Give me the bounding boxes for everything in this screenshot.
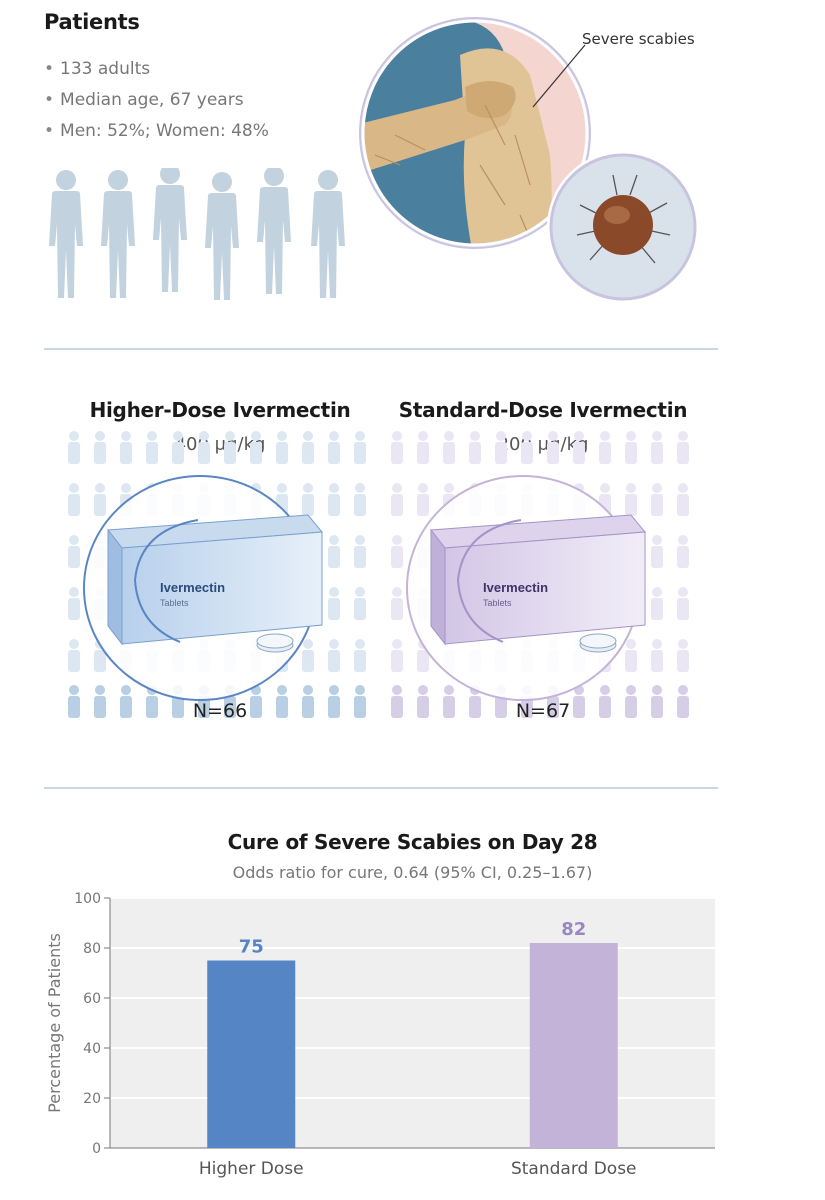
y-tick-label: 100 <box>74 891 101 907</box>
chart-title: Cure of Severe Scabies on Day 28 <box>227 830 598 854</box>
arm-higher-dose: 400 μg/kg <box>174 434 266 455</box>
y-tick-label: 40 <box>83 1041 101 1057</box>
arm-higher-title: Higher-Dose Ivermectin <box>89 398 351 422</box>
scabies-label: Severe scabies <box>582 30 695 48</box>
bar-value-label: 75 <box>239 937 264 958</box>
standard-box-sub: Tablets <box>483 598 512 608</box>
cure-bar-chart: 0 20 40 60 80 100 75 82 Higher Dose Standard Do… <box>45 891 715 1179</box>
y-axis-label: Percentage of Patients <box>45 933 64 1113</box>
y-tick-label: 60 <box>83 991 101 1007</box>
y-tick-label: 80 <box>83 941 101 957</box>
arm-standard-n: N=67 <box>515 700 571 722</box>
people-silhouettes-icon <box>49 168 345 300</box>
plot-area <box>110 898 715 1148</box>
divider-top <box>44 348 718 350</box>
divider-bottom <box>44 787 718 789</box>
y-tick-label: 0 <box>92 1141 101 1157</box>
arm-higher-n: N=66 <box>192 700 248 722</box>
bar-value-label: 82 <box>561 919 586 940</box>
scabies-illustration-icon <box>359 17 699 303</box>
x-category-label: Standard Dose <box>511 1159 637 1179</box>
patients-item-age: Median age, 67 years <box>44 85 269 116</box>
patients-title: Patients <box>44 10 140 34</box>
patients-list: 133 adults Median age, 67 years Men: 52%… <box>44 54 269 147</box>
arm-standard-dose: 200 μg/kg <box>497 434 589 455</box>
higher-dose-pill-box-icon: Ivermectin Tablets <box>68 431 366 718</box>
arm-standard-title: Standard-Dose Ivermectin <box>398 398 688 422</box>
higher-box-sub: Tablets <box>160 598 189 608</box>
bar-higher-dose <box>207 960 296 1148</box>
x-category-label: Higher Dose <box>199 1159 304 1179</box>
patients-item-sex: Men: 52%; Women: 48% <box>44 116 269 147</box>
bar-standard-dose <box>529 943 618 1148</box>
standard-dose-pill-box-icon: Ivermectin Tablets <box>391 431 689 718</box>
higher-box-brand: Ivermectin <box>160 580 225 595</box>
chart-subtitle: Odds ratio for cure, 0.64 (95% CI, 0.25–… <box>232 863 593 882</box>
standard-box-brand: Ivermectin <box>483 580 548 595</box>
y-tick-label: 20 <box>83 1091 101 1107</box>
patients-item-count: 133 adults <box>44 54 269 85</box>
